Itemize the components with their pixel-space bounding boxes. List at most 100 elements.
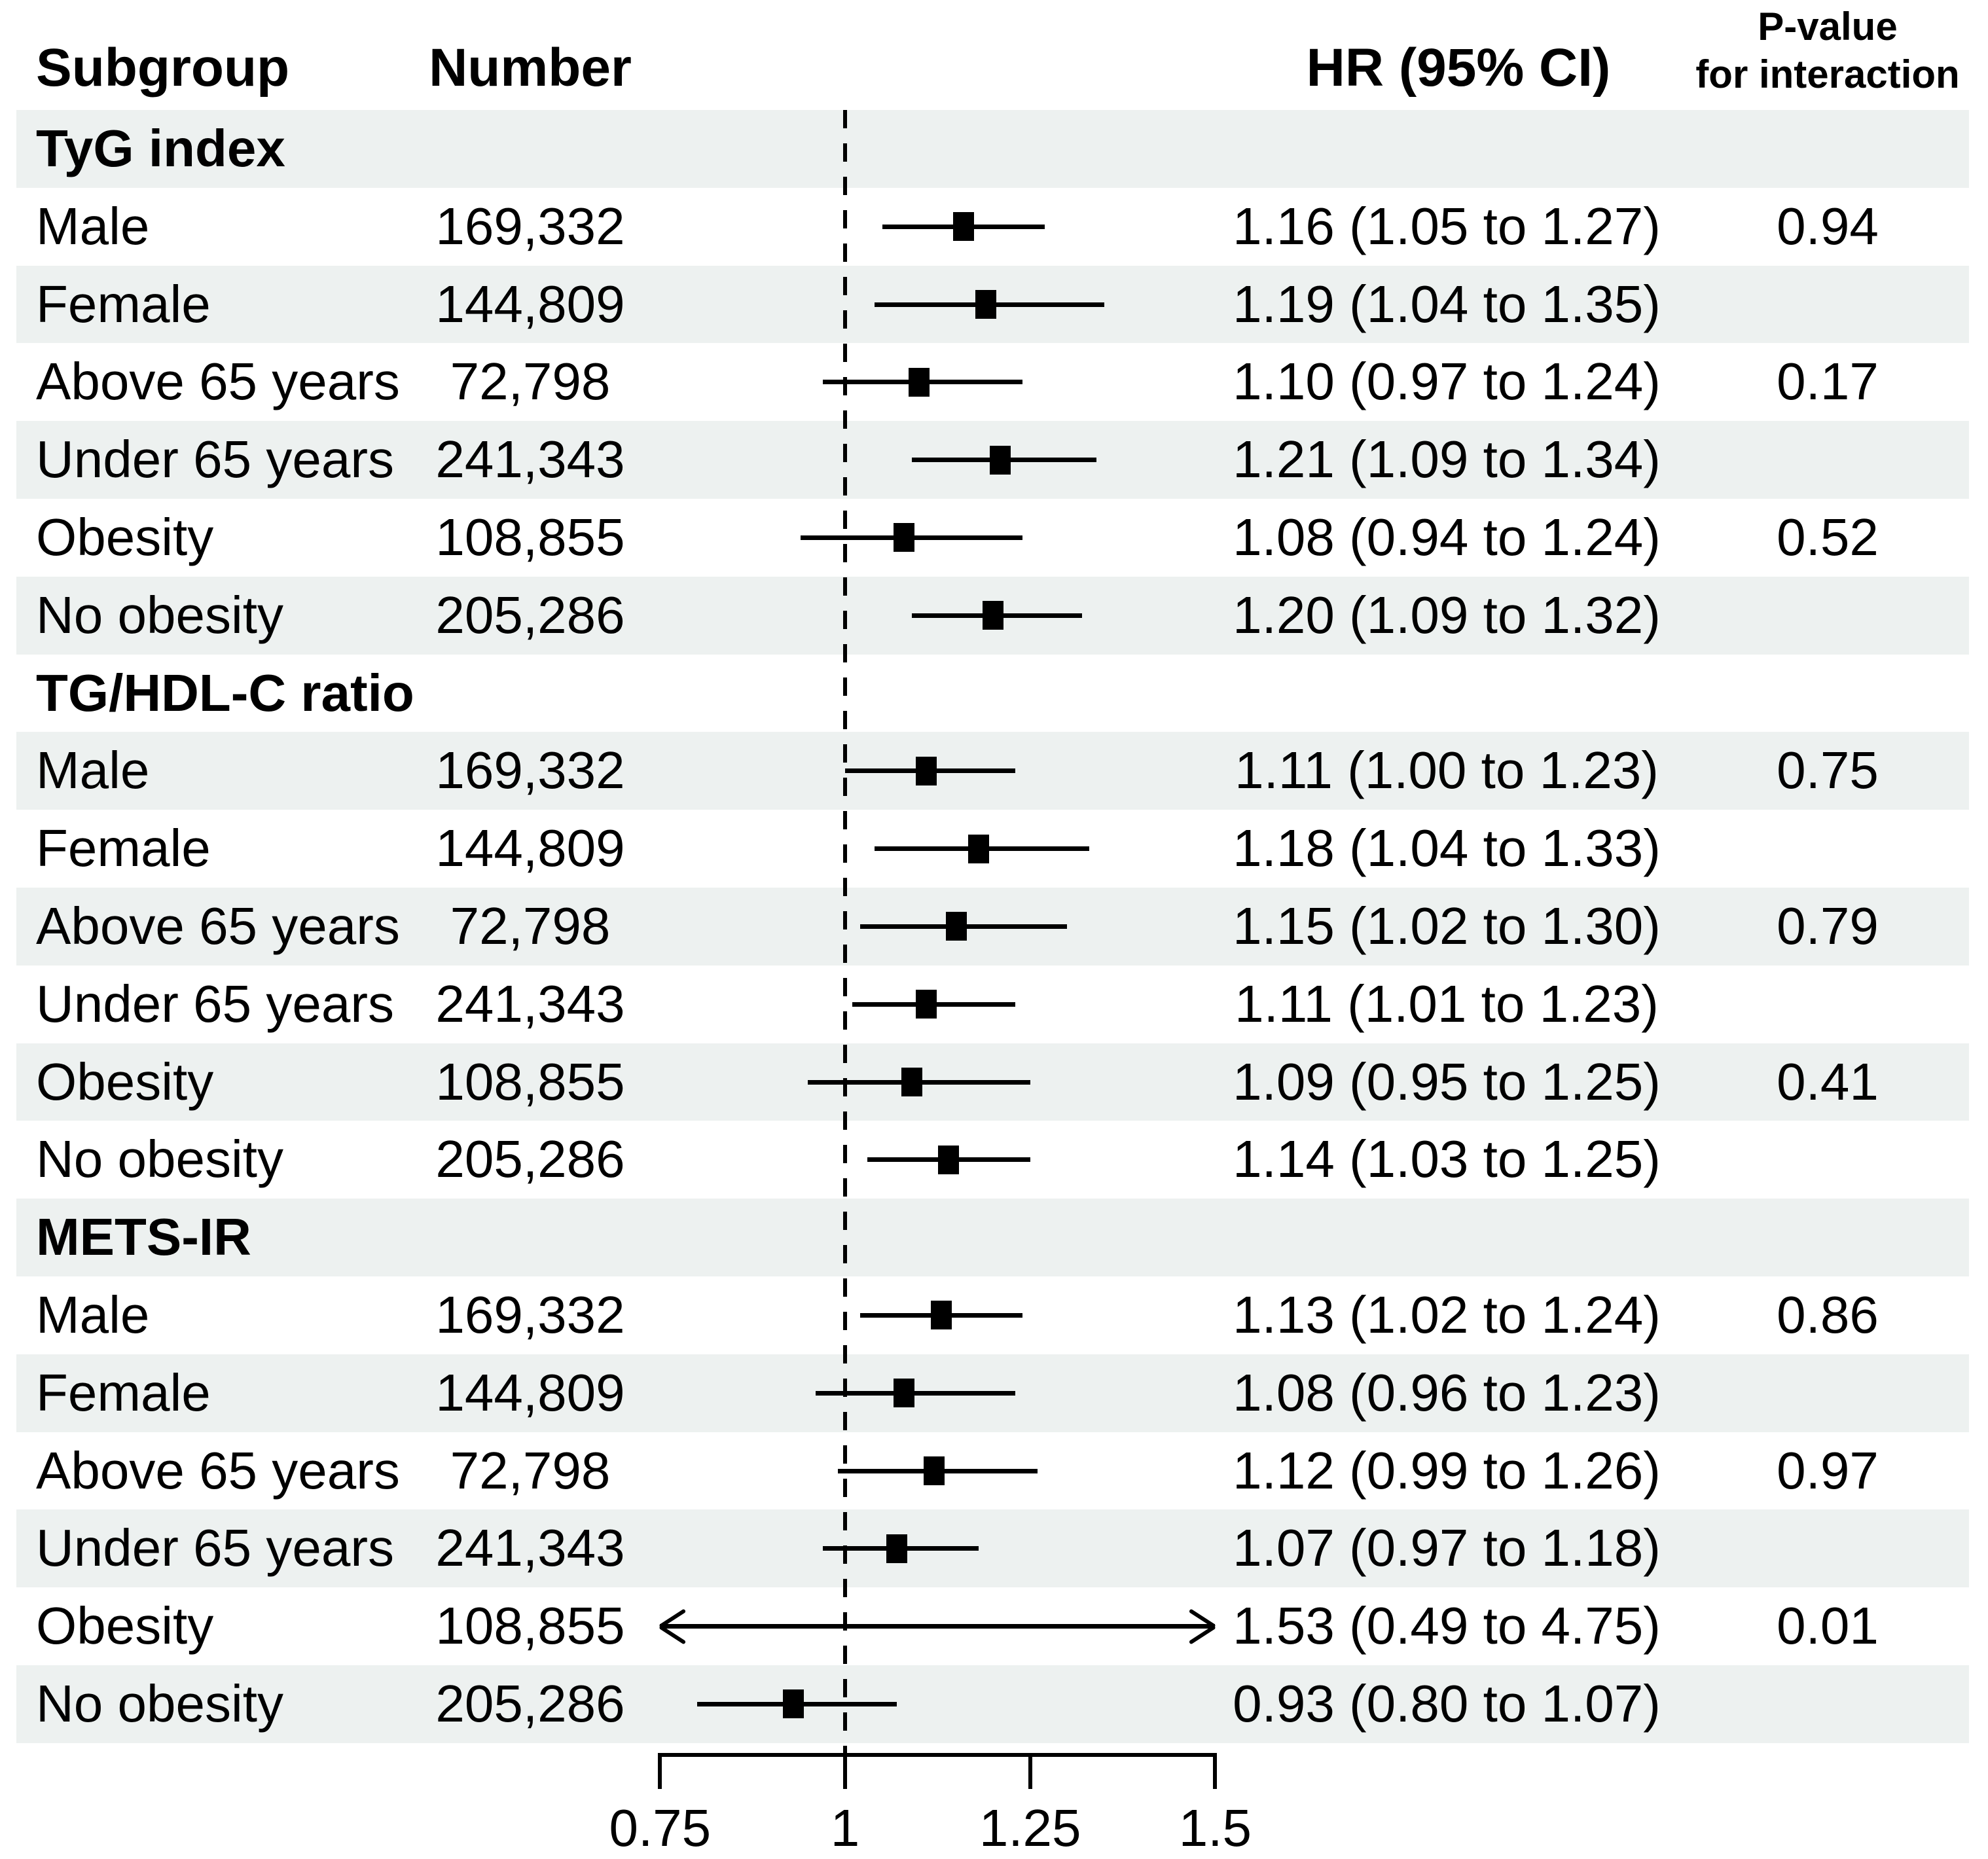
p-interaction-value: 0.41 — [1777, 1052, 1879, 1111]
number-value: 108,855 — [435, 1597, 625, 1655]
number-value: 72,798 — [450, 897, 611, 955]
point-estimate-marker — [894, 1379, 915, 1408]
number-value: 205,286 — [435, 1130, 625, 1189]
p-interaction-value: 0.01 — [1777, 1597, 1879, 1655]
point-estimate-marker — [938, 1145, 960, 1174]
subgroup-label: Under 65 years — [36, 430, 394, 489]
subgroup-label: No obesity — [36, 585, 283, 644]
x-axis-tick-label: 0.75 — [609, 1799, 712, 1857]
hr-ci-value: 1.14 (1.03 to 1.25) — [1233, 1130, 1661, 1189]
hr-ci-value: 1.53 (0.49 to 4.75) — [1233, 1597, 1661, 1655]
subgroup-label: Above 65 years — [36, 897, 400, 955]
hr-ci-value: 1.19 (1.04 to 1.35) — [1233, 274, 1661, 333]
p-interaction-value: 0.94 — [1777, 196, 1879, 255]
number-value: 108,855 — [435, 1052, 625, 1111]
hr-ci-value: 1.16 (1.05 to 1.27) — [1233, 196, 1661, 255]
point-estimate-marker — [967, 834, 989, 863]
hr-ci-value: 1.15 (1.02 to 1.30) — [1233, 897, 1661, 955]
hr-ci-value: 1.21 (1.09 to 1.34) — [1233, 430, 1661, 489]
point-estimate-marker — [886, 1534, 908, 1563]
hr-ci-value: 0.93 (0.80 to 1.07) — [1233, 1674, 1661, 1733]
x-axis-tick — [1028, 1753, 1032, 1789]
subgroup-label: Obesity — [36, 508, 214, 566]
x-axis-tick-label: 1.5 — [1178, 1799, 1252, 1857]
number-value: 205,286 — [435, 1674, 625, 1733]
x-axis-tick — [658, 1753, 662, 1789]
p-interaction-value: 0.86 — [1777, 1286, 1879, 1344]
x-axis-tick — [1213, 1753, 1218, 1789]
subgroup-label: No obesity — [36, 1674, 283, 1733]
x-axis-line — [660, 1753, 1216, 1757]
hr-ci-value: 1.08 (0.94 to 1.24) — [1233, 508, 1661, 566]
section-title: TyG index — [36, 119, 285, 177]
column-header-subgroup: Subgroup — [36, 38, 290, 98]
row-stripe — [16, 110, 1969, 188]
number-value: 241,343 — [435, 1519, 625, 1578]
p-interaction-value: 0.17 — [1777, 352, 1879, 411]
hr-ci-value: 1.08 (0.96 to 1.23) — [1233, 1363, 1661, 1422]
point-estimate-marker — [901, 1068, 922, 1096]
hr-ci-value: 1.12 (0.99 to 1.26) — [1233, 1441, 1661, 1500]
point-estimate-marker — [952, 212, 974, 242]
number-value: 169,332 — [435, 1286, 625, 1344]
number-value: 144,809 — [435, 819, 625, 878]
row-stripe — [16, 1199, 1969, 1276]
hr-ci-value: 1.18 (1.04 to 1.33) — [1233, 819, 1661, 878]
subgroup-label: Female — [36, 1363, 211, 1422]
subgroup-label: Male — [36, 196, 150, 255]
hr-ci-value: 1.11 (1.00 to 1.23) — [1235, 741, 1659, 800]
point-estimate-marker — [945, 912, 967, 941]
hr-ci-value: 1.07 (0.97 to 1.18) — [1233, 1519, 1661, 1578]
p-interaction-value: 0.75 — [1777, 741, 1879, 800]
hr-ci-value: 1.13 (1.02 to 1.24) — [1233, 1286, 1661, 1344]
subgroup-label: Female — [36, 274, 211, 333]
subgroup-label: Above 65 years — [36, 1441, 400, 1500]
number-value: 169,332 — [435, 741, 625, 800]
hr-ci-value: 1.11 (1.01 to 1.23) — [1235, 974, 1659, 1033]
p-interaction-value: 0.52 — [1777, 508, 1879, 566]
ci-line — [660, 1624, 1216, 1629]
hr-ci-value: 1.10 (0.97 to 1.24) — [1233, 352, 1661, 411]
subgroup-label: Male — [36, 741, 150, 800]
section-title: TG/HDL-C ratio — [36, 663, 414, 722]
x-axis-tick-label: 1.25 — [979, 1799, 1081, 1857]
row-stripe — [16, 1665, 1969, 1743]
ci-line — [815, 1390, 1016, 1396]
section-title: METS-IR — [36, 1208, 251, 1267]
number-value: 72,798 — [450, 1441, 611, 1500]
column-header-hr: HR (95% CI) — [1306, 38, 1611, 98]
number-value: 108,855 — [435, 508, 625, 566]
row-stripe — [16, 1509, 1969, 1588]
subgroup-label: Obesity — [36, 1597, 214, 1655]
point-estimate-marker — [990, 445, 1011, 475]
reference-line — [843, 110, 847, 1753]
column-header-pvalue-line2: for interaction — [1695, 52, 1960, 96]
point-estimate-marker — [782, 1689, 804, 1719]
point-estimate-marker — [975, 290, 996, 319]
column-header-number: Number — [429, 38, 632, 98]
p-interaction-value: 0.97 — [1777, 1441, 1879, 1500]
hr-ci-value: 1.20 (1.09 to 1.32) — [1233, 585, 1661, 644]
point-estimate-marker — [916, 990, 937, 1019]
column-header-pvalue-line1: P-value — [1758, 5, 1898, 48]
x-axis-tick-label: 1 — [830, 1799, 860, 1857]
hr-ci-value: 1.09 (0.95 to 1.25) — [1233, 1052, 1661, 1111]
point-estimate-marker — [894, 523, 915, 552]
number-value: 144,809 — [435, 274, 625, 333]
number-value: 241,343 — [435, 430, 625, 489]
subgroup-label: Obesity — [36, 1052, 214, 1111]
p-interaction-value: 0.79 — [1777, 897, 1879, 955]
subgroup-label: Female — [36, 819, 211, 878]
subgroup-label: Under 65 years — [36, 1519, 394, 1578]
x-axis-tick — [843, 1753, 847, 1789]
number-value: 72,798 — [450, 352, 611, 411]
subgroup-label: Above 65 years — [36, 352, 400, 411]
number-value: 169,332 — [435, 196, 625, 255]
number-value: 144,809 — [435, 1363, 625, 1422]
point-estimate-marker — [983, 601, 1004, 630]
subgroup-label: Under 65 years — [36, 974, 394, 1033]
subgroup-label: No obesity — [36, 1130, 283, 1189]
number-value: 205,286 — [435, 585, 625, 644]
point-estimate-marker — [923, 1456, 945, 1485]
